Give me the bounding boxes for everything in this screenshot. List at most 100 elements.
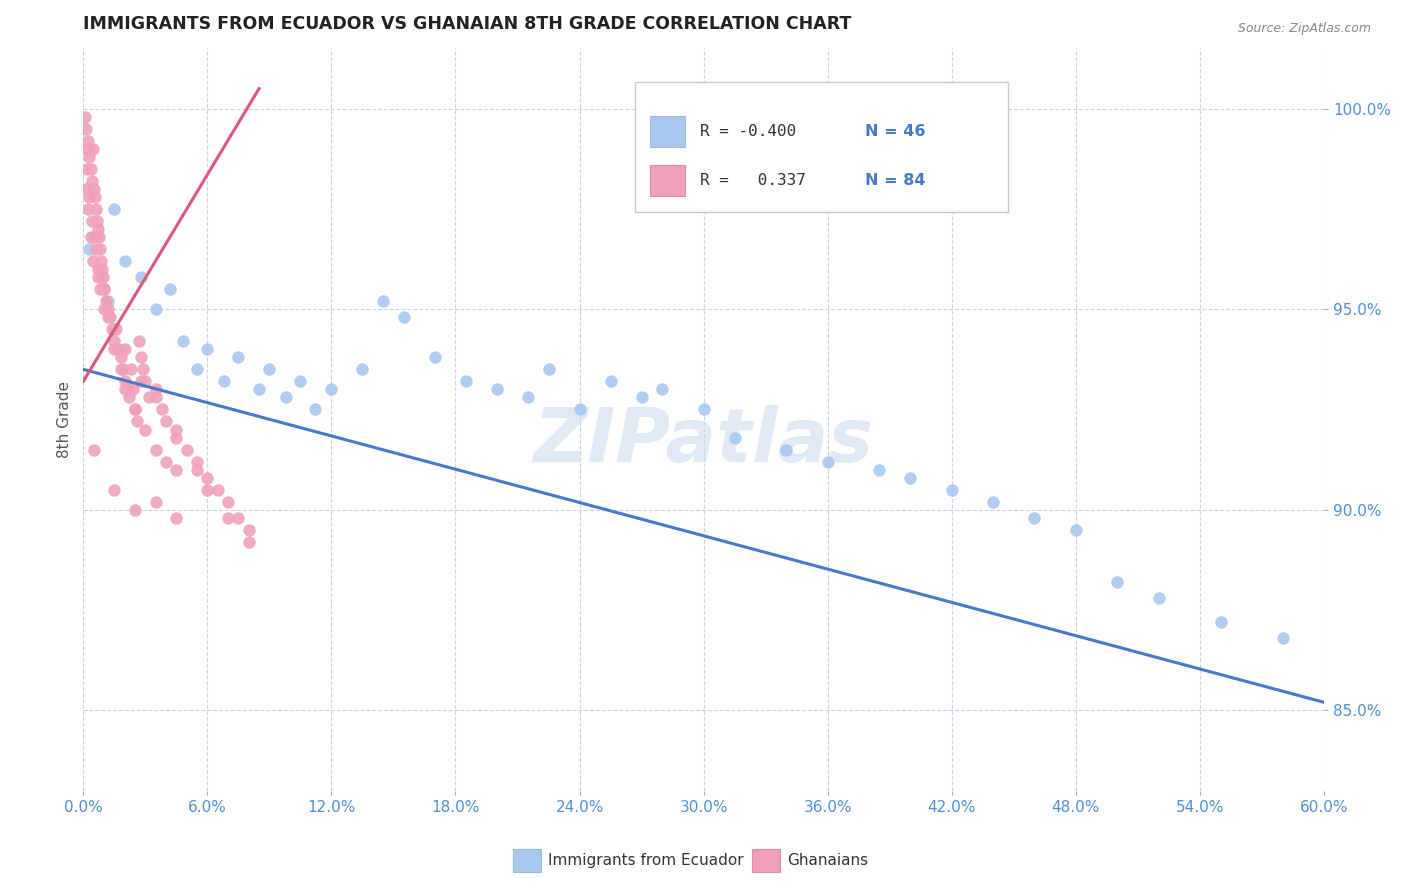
- Point: [259, 362, 281, 376]
- Point: [114, 343, 136, 357]
- Point: [537, 362, 560, 376]
- Point: [900, 470, 922, 484]
- Point: [145, 302, 167, 317]
- Point: [79, 150, 101, 164]
- Point: [97, 302, 120, 317]
- Point: [83, 230, 105, 244]
- Point: [228, 351, 250, 365]
- Point: [115, 383, 138, 397]
- Point: [103, 343, 125, 357]
- Point: [93, 302, 115, 317]
- Point: [107, 343, 129, 357]
- Point: [83, 182, 105, 196]
- Point: [129, 270, 152, 285]
- Point: [274, 391, 297, 405]
- Point: [228, 510, 250, 524]
- Point: [128, 334, 150, 349]
- Point: [599, 375, 621, 389]
- Point: [86, 214, 108, 228]
- Point: [83, 190, 105, 204]
- Point: [89, 242, 111, 256]
- Text: N = 84: N = 84: [865, 173, 925, 188]
- Point: [145, 442, 167, 457]
- Point: [150, 402, 173, 417]
- Point: [165, 431, 187, 445]
- Point: [98, 310, 121, 325]
- Point: [165, 462, 187, 476]
- Point: [1302, 791, 1324, 805]
- Point: [94, 294, 117, 309]
- Point: [352, 362, 374, 376]
- Point: [87, 230, 110, 244]
- Point: [217, 510, 239, 524]
- Point: [89, 282, 111, 296]
- Text: IMMIGRANTS FROM ECUADOR VS GHANAIAN 8TH GRADE CORRELATION CHART: IMMIGRANTS FROM ECUADOR VS GHANAIAN 8TH …: [83, 15, 852, 33]
- Point: [82, 142, 104, 156]
- Point: [155, 415, 177, 429]
- Point: [75, 121, 97, 136]
- Point: [568, 402, 591, 417]
- Point: [105, 322, 128, 336]
- Point: [114, 375, 136, 389]
- Point: [82, 254, 104, 268]
- Point: [110, 351, 132, 365]
- Point: [186, 454, 208, 468]
- Point: [77, 202, 100, 216]
- Point: [79, 230, 101, 244]
- Point: [90, 262, 112, 277]
- Point: [75, 182, 97, 196]
- Point: [485, 383, 508, 397]
- Point: [101, 322, 124, 336]
- Point: [120, 362, 142, 376]
- Point: [290, 375, 312, 389]
- Point: [1064, 523, 1087, 537]
- Point: [91, 270, 114, 285]
- Point: [75, 110, 97, 124]
- Point: [775, 442, 797, 457]
- Point: [651, 383, 673, 397]
- Point: [195, 470, 218, 484]
- Point: [80, 174, 103, 188]
- Point: [110, 362, 132, 376]
- Point: [93, 282, 115, 296]
- Point: [145, 391, 167, 405]
- Point: [145, 494, 167, 508]
- Point: [165, 423, 187, 437]
- Point: [238, 534, 260, 549]
- Point: [186, 362, 208, 376]
- Point: [238, 523, 260, 537]
- Point: [76, 142, 98, 156]
- Point: [304, 402, 326, 417]
- Text: ZIPatlas: ZIPatlas: [534, 405, 873, 478]
- Point: [111, 362, 134, 376]
- Point: [97, 294, 120, 309]
- Point: [93, 282, 115, 296]
- Point: [941, 483, 963, 497]
- Text: Source: ZipAtlas.com: Source: ZipAtlas.com: [1237, 22, 1371, 36]
- Point: [1209, 615, 1232, 629]
- Point: [124, 502, 146, 516]
- Point: [103, 202, 125, 216]
- Point: [155, 454, 177, 468]
- Point: [159, 282, 181, 296]
- FancyBboxPatch shape: [636, 82, 1008, 211]
- Point: [84, 242, 107, 256]
- Point: [692, 402, 714, 417]
- Point: [103, 483, 125, 497]
- Text: R = -0.400: R = -0.400: [700, 124, 796, 139]
- Point: [630, 391, 652, 405]
- Text: R =   0.337: R = 0.337: [700, 173, 806, 188]
- Point: [84, 202, 107, 216]
- Point: [134, 375, 156, 389]
- Point: [195, 483, 218, 497]
- Point: [724, 431, 747, 445]
- Point: [90, 254, 112, 268]
- Point: [124, 402, 146, 417]
- Point: [118, 391, 141, 405]
- Point: [132, 362, 155, 376]
- Text: Immigrants from Ecuador: Immigrants from Ecuador: [548, 854, 744, 868]
- Point: [207, 483, 229, 497]
- Point: [79, 190, 101, 204]
- Point: [186, 462, 208, 476]
- Point: [817, 454, 839, 468]
